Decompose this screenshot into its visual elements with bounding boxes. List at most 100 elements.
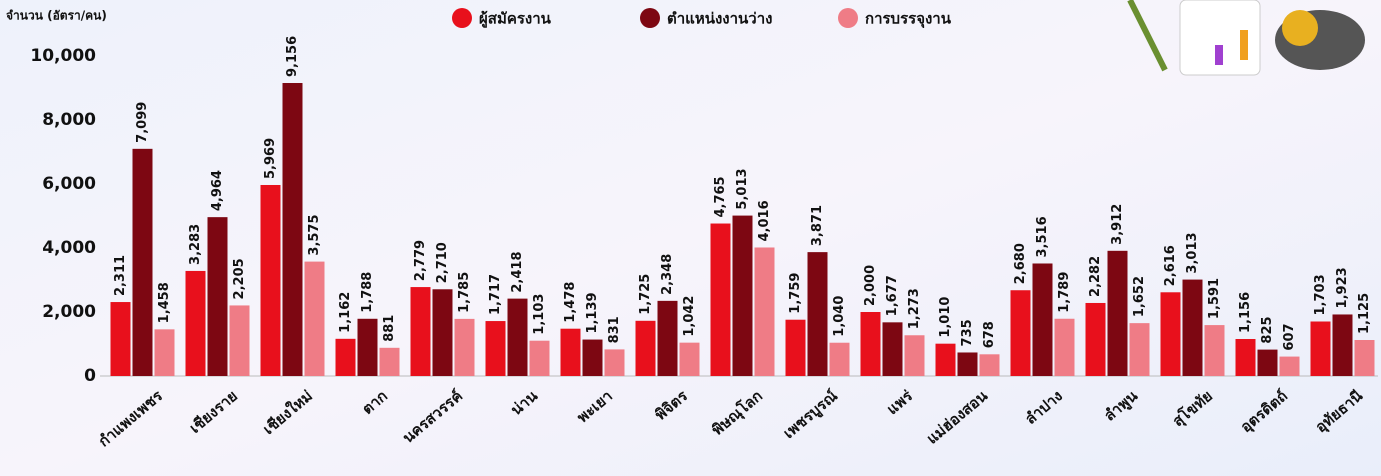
illustration: [1127, 0, 1365, 76]
value-label: 1,042: [682, 296, 697, 337]
bar: [454, 318, 475, 376]
bar: [260, 184, 281, 376]
y-axis-label: จำนวน (อัตรา/คน): [6, 9, 107, 23]
bar: [560, 328, 581, 376]
bar: [582, 339, 603, 376]
value-label: 607: [1282, 323, 1297, 350]
value-label: 3,516: [1035, 216, 1050, 257]
value-label: 3,013: [1185, 232, 1200, 273]
bar: [979, 354, 1000, 376]
value-label: 2,311: [113, 255, 128, 296]
value-label: 1,677: [885, 275, 900, 316]
legend-label: ตำแหน่งงานว่าง: [667, 10, 772, 28]
bar: [957, 352, 978, 376]
bar: [807, 252, 828, 376]
value-label: 1,125: [1357, 293, 1372, 334]
bar: [1235, 339, 1256, 376]
value-label: 5,013: [735, 168, 750, 209]
bar: [154, 329, 175, 376]
y-tick-label: 8,000: [42, 110, 96, 130]
bar: [732, 215, 753, 376]
value-label: 4,016: [757, 200, 772, 241]
bar: [1160, 292, 1181, 376]
value-label: 735: [960, 319, 975, 346]
y-tick-label: 4,000: [42, 238, 96, 258]
bar: [882, 322, 903, 376]
value-label: 7,099: [135, 102, 150, 143]
legend-label: ผู้สมัครงาน: [479, 10, 552, 29]
value-label: 2,000: [863, 265, 878, 306]
value-label: 3,283: [188, 224, 203, 265]
y-tick-label: 10,000: [30, 46, 96, 66]
bar: [304, 261, 325, 376]
bar: [1310, 321, 1331, 376]
bar: [1204, 325, 1225, 376]
bar: [282, 83, 303, 377]
value-label: 1,139: [585, 292, 600, 333]
bar: [507, 298, 528, 376]
value-label: 4,964: [210, 170, 225, 211]
value-label: 2,710: [435, 242, 450, 283]
bar: [1010, 290, 1031, 376]
bar: [185, 270, 206, 376]
value-label: 831: [607, 316, 622, 343]
y-tick-label: 6,000: [42, 174, 96, 194]
bar: [1129, 323, 1150, 376]
value-label: 1,789: [1057, 272, 1072, 313]
bar: [604, 349, 625, 376]
value-label: 1,788: [360, 272, 375, 313]
bar: [1182, 279, 1203, 376]
value-label: 3,912: [1110, 204, 1125, 245]
value-label: 678: [982, 321, 997, 348]
value-label: 825: [1260, 316, 1275, 343]
value-label: 2,779: [413, 240, 428, 281]
bar: [657, 300, 678, 376]
legend-swatch: [838, 8, 858, 28]
bar: [1085, 302, 1106, 376]
value-label: 1,273: [907, 288, 922, 329]
bar: [1032, 263, 1053, 376]
bar: [379, 347, 400, 376]
legend-swatch: [452, 8, 472, 28]
bar: [529, 340, 550, 376]
value-label: 1,703: [1313, 274, 1328, 315]
value-label: 2,680: [1013, 243, 1028, 284]
bar: [904, 335, 925, 376]
value-label: 1,652: [1132, 276, 1147, 317]
value-label: 1,156: [1238, 292, 1253, 333]
value-label: 2,348: [660, 254, 675, 295]
bar: [132, 148, 153, 376]
bar: [635, 320, 656, 376]
bar: [935, 343, 956, 376]
bar: [110, 302, 131, 376]
value-label: 2,616: [1163, 245, 1178, 286]
bar: [485, 321, 506, 376]
legend-label: การบรรจุงาน: [865, 10, 952, 29]
bar: [1257, 349, 1278, 376]
bar: [860, 312, 881, 376]
bar: [432, 289, 453, 376]
value-label: 1,591: [1207, 278, 1222, 319]
bar: [785, 319, 806, 376]
bar: [410, 287, 431, 376]
value-label: 4,765: [713, 176, 728, 217]
bar: [335, 338, 356, 376]
value-label: 1,785: [457, 272, 472, 313]
value-label: 1,458: [157, 282, 172, 323]
bar: [1332, 314, 1353, 376]
bar: [229, 305, 250, 376]
value-label: 5,969: [263, 138, 278, 179]
bar: [1107, 250, 1128, 376]
value-label: 1,725: [638, 274, 653, 315]
value-label: 2,205: [232, 258, 247, 299]
y-tick-label: 2,000: [42, 302, 96, 322]
value-label: 3,575: [307, 214, 322, 255]
value-label: 2,282: [1088, 256, 1103, 297]
value-label: 1,010: [938, 297, 953, 338]
value-label: 1,478: [563, 282, 578, 323]
bar: [357, 318, 378, 376]
value-label: 1,103: [532, 294, 547, 335]
value-label: 1,759: [788, 273, 803, 314]
